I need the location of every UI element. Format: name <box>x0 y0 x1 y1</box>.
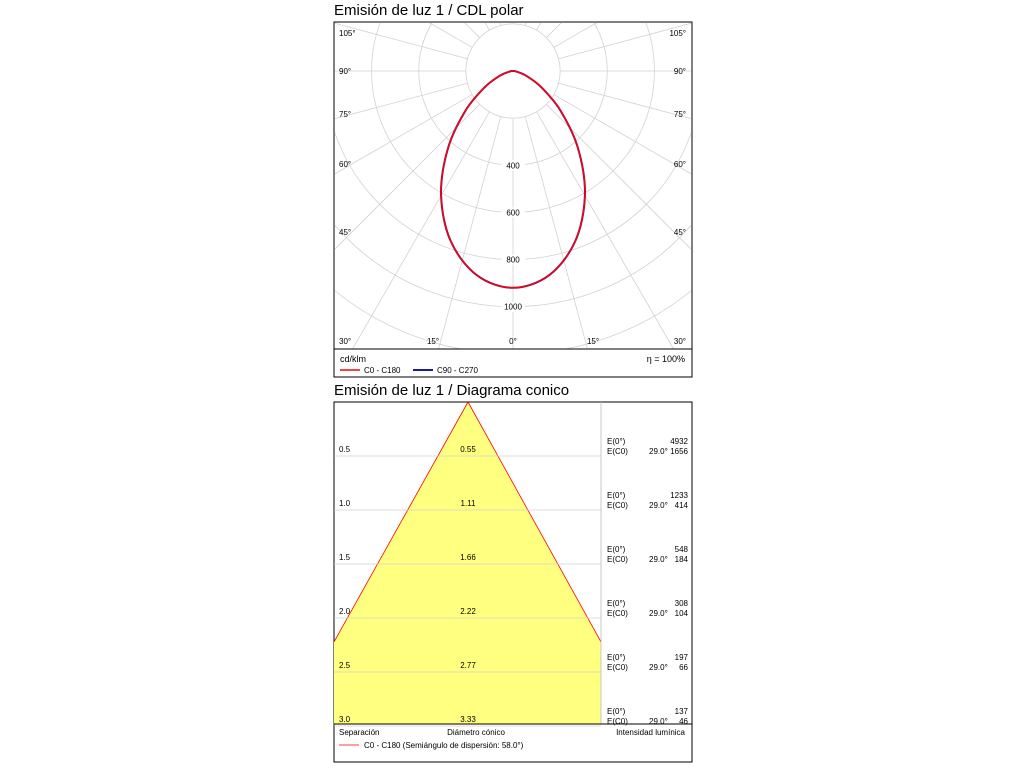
cone-ec0-label: E(C0) <box>607 447 628 456</box>
polar-grid-spoke <box>438 116 502 349</box>
polar-grid-spoke <box>524 116 588 349</box>
cone-ec0-value: 66 <box>679 663 688 672</box>
cone-ec0-label: E(C0) <box>607 717 628 726</box>
cone-separation-label: 0.5 <box>339 445 351 454</box>
polar-angle-label-right: 60° <box>674 160 686 169</box>
cone-angle-label: 29.0° <box>649 447 668 456</box>
cone-e0-value: 548 <box>675 545 689 554</box>
cone-angle-label: 29.0° <box>649 609 668 618</box>
polar-grid-spoke <box>558 82 691 120</box>
cone-footer-intensity: Intensidad lumínica <box>616 728 685 737</box>
cone-angle-label: 29.0° <box>649 717 668 726</box>
polar-angle-label-left: 60° <box>339 160 351 169</box>
polar-grid-spoke <box>335 23 468 60</box>
cone-diameter-label: 1.11 <box>461 499 477 508</box>
cone-ec0-label: E(C0) <box>607 555 628 564</box>
polar-legend-label-c0-c180: C0 - C180 <box>364 366 401 375</box>
polar-radial-label: 400 <box>506 161 520 170</box>
cone-ec0-value: 1656 <box>670 447 688 456</box>
cone-e0-label: E(0°) <box>607 437 626 446</box>
cone-e0-label: E(0°) <box>607 491 626 500</box>
polar-angle-label-left: 105° <box>339 29 356 38</box>
polar-efficiency-label: η = 100% <box>647 354 685 364</box>
cone-e0-value: 137 <box>675 707 689 716</box>
polar-angle-label-right: 105° <box>669 29 686 38</box>
polar-grid-spoke <box>536 111 674 349</box>
polar-angle-label-left: 75° <box>339 110 351 119</box>
polar-angle-label-left: 30° <box>339 337 351 346</box>
polar-grid-spoke <box>335 94 473 175</box>
polar-angle-label-left: 45° <box>339 228 351 237</box>
cone-e0-value: 1233 <box>670 491 688 500</box>
cone-legend-label: C0 - C180 (Semiángulo de dispersión: 58.… <box>364 741 524 750</box>
cone-e0-value: 197 <box>675 653 689 662</box>
cone-diameter-label: 2.22 <box>460 607 476 616</box>
cone-separation-label: 1.5 <box>339 553 351 562</box>
cone-edge-left <box>333 401 469 643</box>
cone-e0-value: 4932 <box>670 437 688 446</box>
cone-separation-label: 2.0 <box>339 607 351 616</box>
polar-legend-label-c90-c270: C90 - C270 <box>437 366 478 375</box>
cone-angle-label: 29.0° <box>649 663 668 672</box>
cone-diameter-label: 0.55 <box>460 445 476 454</box>
cone-chart-title: Emisión de luz 1 / Diagrama conico <box>334 382 570 399</box>
polar-radial-label: 600 <box>506 208 520 217</box>
cone-ec0-label: E(C0) <box>607 609 628 618</box>
polar-angle-label-right: 90° <box>674 67 686 76</box>
polar-radial-label-bg <box>501 207 525 218</box>
cone-ec0-label: E(C0) <box>607 501 628 510</box>
polar-angle-label-bottom: 0° <box>509 337 517 346</box>
cone-e0-label: E(0°) <box>607 707 626 716</box>
cone-diameter-label: 1.66 <box>460 553 476 562</box>
cone-ec0-value: 414 <box>675 501 689 510</box>
polar-angle-label-bottom: 15° <box>587 337 599 346</box>
polar-grid-spoke <box>558 23 691 60</box>
polar-unit-label: cd/klm <box>340 354 366 364</box>
polar-angle-label-right: 30° <box>674 337 686 346</box>
polar-radial-label-bg <box>501 160 525 171</box>
cone-ec0-value: 104 <box>675 609 689 618</box>
cone-separation-label: 2.5 <box>339 661 351 670</box>
polar-angle-label-right: 75° <box>674 110 686 119</box>
cone-footer-separation: Separación <box>339 728 379 737</box>
cone-e0-label: E(0°) <box>607 653 626 662</box>
polar-grid-spoke <box>553 94 691 175</box>
cone-ec0-value: 46 <box>679 717 688 726</box>
cone-ec0-label: E(C0) <box>607 663 628 672</box>
cone-e0-label: E(0°) <box>607 545 626 554</box>
cone-diameter-label: 3.33 <box>460 715 476 724</box>
cone-fill <box>334 402 601 724</box>
cone-footer-diameter: Diámetro cónico <box>447 728 505 737</box>
cone-ec0-value: 184 <box>675 555 689 564</box>
polar-angle-label-right: 45° <box>674 228 686 237</box>
polar-series-c0-c180 <box>440 70 586 289</box>
polar-radial-label: 1000 <box>504 303 522 312</box>
polar-radial-label-bg <box>501 254 525 265</box>
polar-chart-title: Emisión de luz 1 / CDL polar <box>334 2 524 19</box>
cone-e0-value: 308 <box>675 599 689 608</box>
polar-grid-spoke <box>335 104 480 250</box>
polar-radial-label: 800 <box>506 256 520 265</box>
polar-grid-spoke <box>335 82 468 120</box>
cone-diameter-label: 2.77 <box>460 661 476 670</box>
polar-grid-spoke <box>352 111 490 349</box>
polar-radial-label-bg <box>501 301 525 312</box>
polar-grid-spoke <box>546 104 691 250</box>
cone-angle-label: 29.0° <box>649 501 668 510</box>
cone-e0-label: E(0°) <box>607 599 626 608</box>
cone-edge-right <box>467 401 602 643</box>
cone-separation-label: 1.0 <box>339 499 351 508</box>
polar-angle-label-bottom: 15° <box>427 337 439 346</box>
cone-separation-label: 3.0 <box>339 715 351 724</box>
polar-angle-label-left: 90° <box>339 67 351 76</box>
cone-angle-label: 29.0° <box>649 555 668 564</box>
